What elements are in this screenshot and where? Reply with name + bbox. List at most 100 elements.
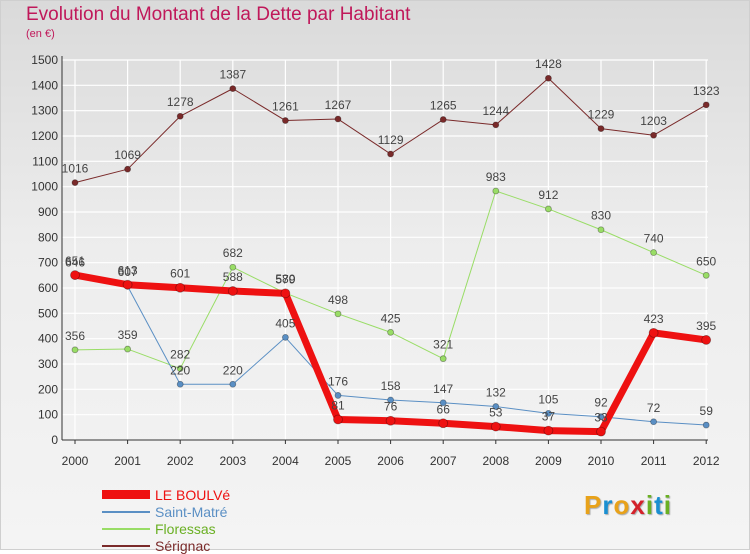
data-label-floressas: 356	[65, 329, 85, 343]
data-point-floressas	[702, 271, 710, 279]
legend-swatch	[102, 544, 150, 547]
y-tick-label: 500	[38, 306, 58, 320]
data-point-le-boulv-	[648, 327, 659, 338]
data-label-saint-matr-: 607	[118, 265, 138, 279]
data-point-le-boulv-	[280, 288, 291, 299]
data-point-le-boulv-	[227, 286, 238, 296]
x-tick-label: 2010	[588, 454, 615, 468]
data-label-le-boulv-: 37	[542, 410, 556, 424]
data-label-saint-matr-: 405	[275, 316, 295, 330]
data-label-s-rignac: 1229	[588, 108, 615, 122]
x-tick-label: 2009	[535, 454, 562, 468]
legend-label: Floressas	[155, 520, 216, 537]
y-tick-label: 400	[38, 332, 58, 346]
data-point-s-rignac	[492, 121, 500, 129]
data-point-le-boulv-	[175, 282, 186, 293]
data-label-s-rignac: 1265	[430, 99, 457, 113]
data-label-saint-matr-: 92	[594, 396, 608, 410]
data-point-s-rignac	[229, 85, 237, 93]
data-label-saint-matr-: 176	[328, 374, 348, 388]
chart-subtitle: (en €)	[26, 28, 55, 40]
data-point-s-rignac	[124, 165, 131, 173]
data-label-le-boulv-: 613	[118, 264, 138, 278]
legend-label: LE BOULVé	[155, 486, 231, 503]
data-point-floressas	[124, 345, 131, 353]
data-point-s-rignac	[334, 115, 342, 123]
data-label-le-boulv-: 423	[644, 312, 664, 326]
data-label-le-boulv-: 395	[696, 319, 716, 333]
data-label-saint-matr-: 59	[700, 404, 714, 418]
data-label-s-rignac: 1129	[378, 133, 404, 147]
data-label-saint-matr-: 220	[223, 363, 243, 377]
data-label-floressas: 830	[591, 209, 611, 223]
data-point-le-boulv-	[438, 418, 449, 429]
data-label-floressas: 682	[223, 246, 243, 260]
data-label-le-boulv-: 81	[331, 398, 345, 412]
legend-swatch	[102, 510, 150, 513]
y-tick-label: 600	[38, 281, 58, 295]
data-point-floressas	[545, 205, 552, 213]
data-label-floressas: 650	[696, 254, 716, 268]
logo-letter: i	[645, 490, 655, 520]
logo-letter: P	[584, 490, 603, 520]
data-point-le-boulv-	[333, 414, 343, 425]
legend-label: Sérignac	[155, 537, 211, 554]
data-label-le-boulv-: 33	[594, 411, 608, 425]
x-tick-label: 2012	[693, 454, 720, 468]
data-point-floressas	[492, 187, 500, 195]
data-label-floressas: 740	[644, 232, 664, 246]
x-tick-label: 2003	[219, 454, 246, 468]
data-point-le-boulv-	[596, 426, 606, 437]
y-tick-label: 700	[38, 256, 58, 270]
data-label-s-rignac: 1278	[167, 95, 194, 109]
data-point-floressas	[387, 328, 395, 336]
data-label-s-rignac: 1203	[640, 114, 667, 128]
data-point-saint-matr-	[176, 380, 184, 388]
data-point-saint-matr-	[281, 333, 289, 341]
data-label-s-rignac: 1428	[535, 57, 562, 71]
legend-label: Saint-Matré	[155, 503, 228, 520]
data-label-le-boulv-: 76	[384, 400, 398, 414]
y-tick-label: 800	[38, 230, 58, 244]
data-point-saint-matr-	[439, 399, 447, 407]
data-point-floressas	[334, 310, 342, 318]
data-point-s-rignac	[281, 117, 289, 124]
logo-letter: r	[602, 490, 614, 520]
data-label-s-rignac: 1244	[482, 104, 509, 118]
data-label-floressas: 282	[170, 348, 190, 362]
data-label-floressas: 359	[118, 328, 138, 342]
data-label-s-rignac: 1069	[114, 148, 141, 162]
data-label-s-rignac: 1323	[693, 84, 720, 98]
proxiti-logo: Proxiti	[584, 490, 672, 521]
data-label-floressas: 983	[486, 170, 506, 184]
data-label-le-boulv-: 53	[489, 406, 503, 420]
x-tick-label: 2001	[114, 454, 141, 468]
data-point-saint-matr-	[597, 413, 605, 421]
data-point-s-rignac	[650, 131, 657, 139]
data-label-saint-matr-: 220	[170, 363, 190, 377]
legend-item-floressas: Floressas	[102, 520, 230, 537]
y-tick-label: 0	[51, 433, 58, 447]
data-label-saint-matr-: 132	[486, 386, 506, 400]
data-point-floressas	[597, 226, 605, 234]
data-label-saint-matr-: 72	[647, 401, 661, 415]
y-tick-label: 1200	[31, 129, 58, 143]
y-tick-label: 1100	[32, 154, 58, 168]
grid-lines	[62, 59, 708, 440]
data-label-s-rignac: 1016	[62, 162, 89, 176]
chart-title: Evolution du Montant de la Dette par Hab…	[26, 4, 411, 25]
data-point-saint-matr-	[387, 396, 395, 404]
data-label-floressas: 580	[275, 272, 295, 286]
data-label-le-boulv-: 651	[65, 254, 85, 268]
data-label-saint-matr-: 158	[381, 379, 401, 393]
data-point-saint-matr-	[702, 421, 710, 429]
legend-swatch	[102, 490, 150, 499]
data-point-s-rignac	[439, 116, 447, 123]
logo-letter: x	[630, 490, 646, 520]
y-tick-label: 300	[38, 357, 58, 371]
data-label-saint-matr-: 147	[433, 382, 453, 396]
y-tick-label: 1300	[31, 104, 58, 118]
x-tick-label: 2000	[62, 454, 89, 468]
logo-letter: t	[654, 490, 664, 520]
